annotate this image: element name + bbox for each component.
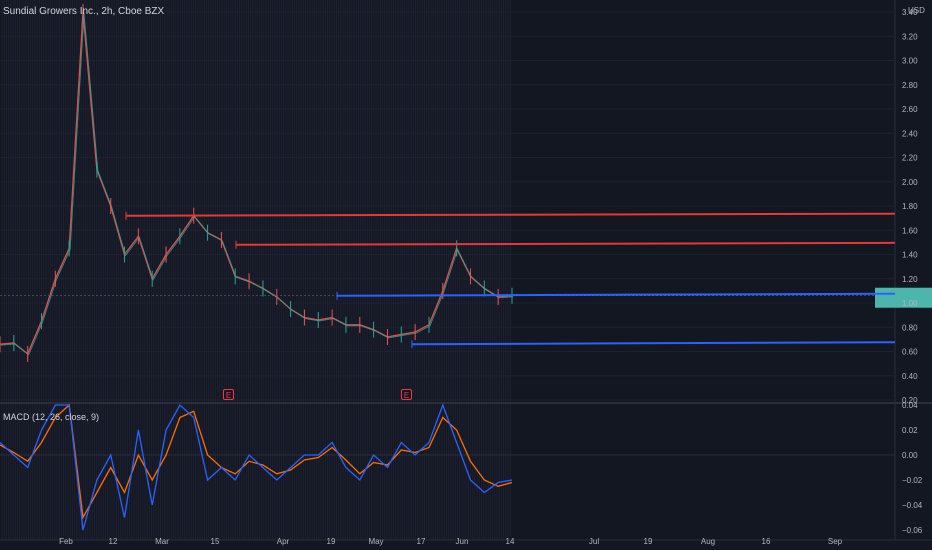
time-tick-label: 19 (327, 537, 336, 546)
time-tick-label: 16 (762, 537, 771, 546)
macd-tick-label: −0.06 (902, 526, 923, 535)
level-line-blue (411, 341, 896, 346)
price-tick-label: 1.20 (902, 275, 918, 284)
time-tick-label: 19 (644, 537, 653, 546)
price-tick-label: 3.00 (902, 57, 918, 66)
level-line-red (235, 241, 896, 246)
price-line-up (0, 12, 514, 356)
macd-tick-label: −0.04 (902, 501, 923, 510)
price-tick-label: 1.80 (902, 202, 918, 211)
macd-legend: MACD (12, 26, close, 9) (3, 412, 100, 422)
price-tick-label: 1.40 (902, 251, 918, 260)
earnings-marker[interactable]: E (401, 389, 412, 400)
macd-pane (0, 403, 895, 531)
earnings-marker[interactable]: E (223, 389, 234, 400)
time-tick-label: Jul (589, 537, 599, 546)
macd-tick-label: 0.04 (902, 401, 918, 410)
time-tick-label: May (368, 537, 383, 546)
price-tick-label: 0.20 (902, 396, 918, 405)
chart-title: Sundial Growers Inc., 2h, Cboe BZX (3, 6, 165, 17)
time-tick-label: Mar (155, 537, 169, 546)
macd-signal-line (0, 403, 513, 520)
time-tick-label: Feb (59, 537, 73, 546)
price-tick-label: 2.60 (902, 105, 918, 114)
price-tick-label: 2.00 (902, 178, 918, 187)
price-tick-label: 0.60 (902, 348, 918, 357)
level-line-blue (336, 292, 896, 297)
price-tick-label: 0.40 (902, 372, 918, 381)
time-tick-label: Aug (701, 537, 715, 546)
price-tick-label: 0.80 (902, 323, 918, 332)
time-tick-label: Apr (277, 537, 290, 546)
currency-label: USD (908, 6, 925, 15)
price-tick-label: 1.00 (902, 299, 918, 308)
macd-tick-label: 0.00 (902, 451, 918, 460)
price-series (0, 4, 932, 362)
price-tick-label: 3.20 (902, 32, 918, 41)
price-line-down (0, 11, 513, 356)
macd-tick-label: 0.02 (902, 426, 918, 435)
time-tick-label: 14 (506, 537, 515, 546)
macd-line (0, 403, 513, 531)
price-tick-label: 2.80 (902, 81, 918, 90)
axes: 3.40 3.20 3.00 2.80 2.60 2.40 2.20 2.00 1.80 1.60… (59, 8, 923, 546)
time-tick-label: 17 (417, 537, 426, 546)
horizontal-levels (125, 211, 896, 349)
time-tick-label: Jun (456, 537, 469, 546)
time-tick-label: Sep (828, 537, 843, 546)
level-line-red (125, 212, 896, 217)
macd-tick-label: −0.02 (902, 476, 923, 485)
price-tick-label: 2.20 (902, 154, 918, 163)
price-tick-label: 3.40 (902, 8, 918, 17)
time-tick-label: 12 (109, 537, 118, 546)
price-tick-label: 2.40 (902, 129, 918, 138)
time-tick-label: 15 (211, 537, 220, 546)
current-price-label (875, 287, 932, 308)
price-tick-label: 1.60 (902, 226, 918, 235)
